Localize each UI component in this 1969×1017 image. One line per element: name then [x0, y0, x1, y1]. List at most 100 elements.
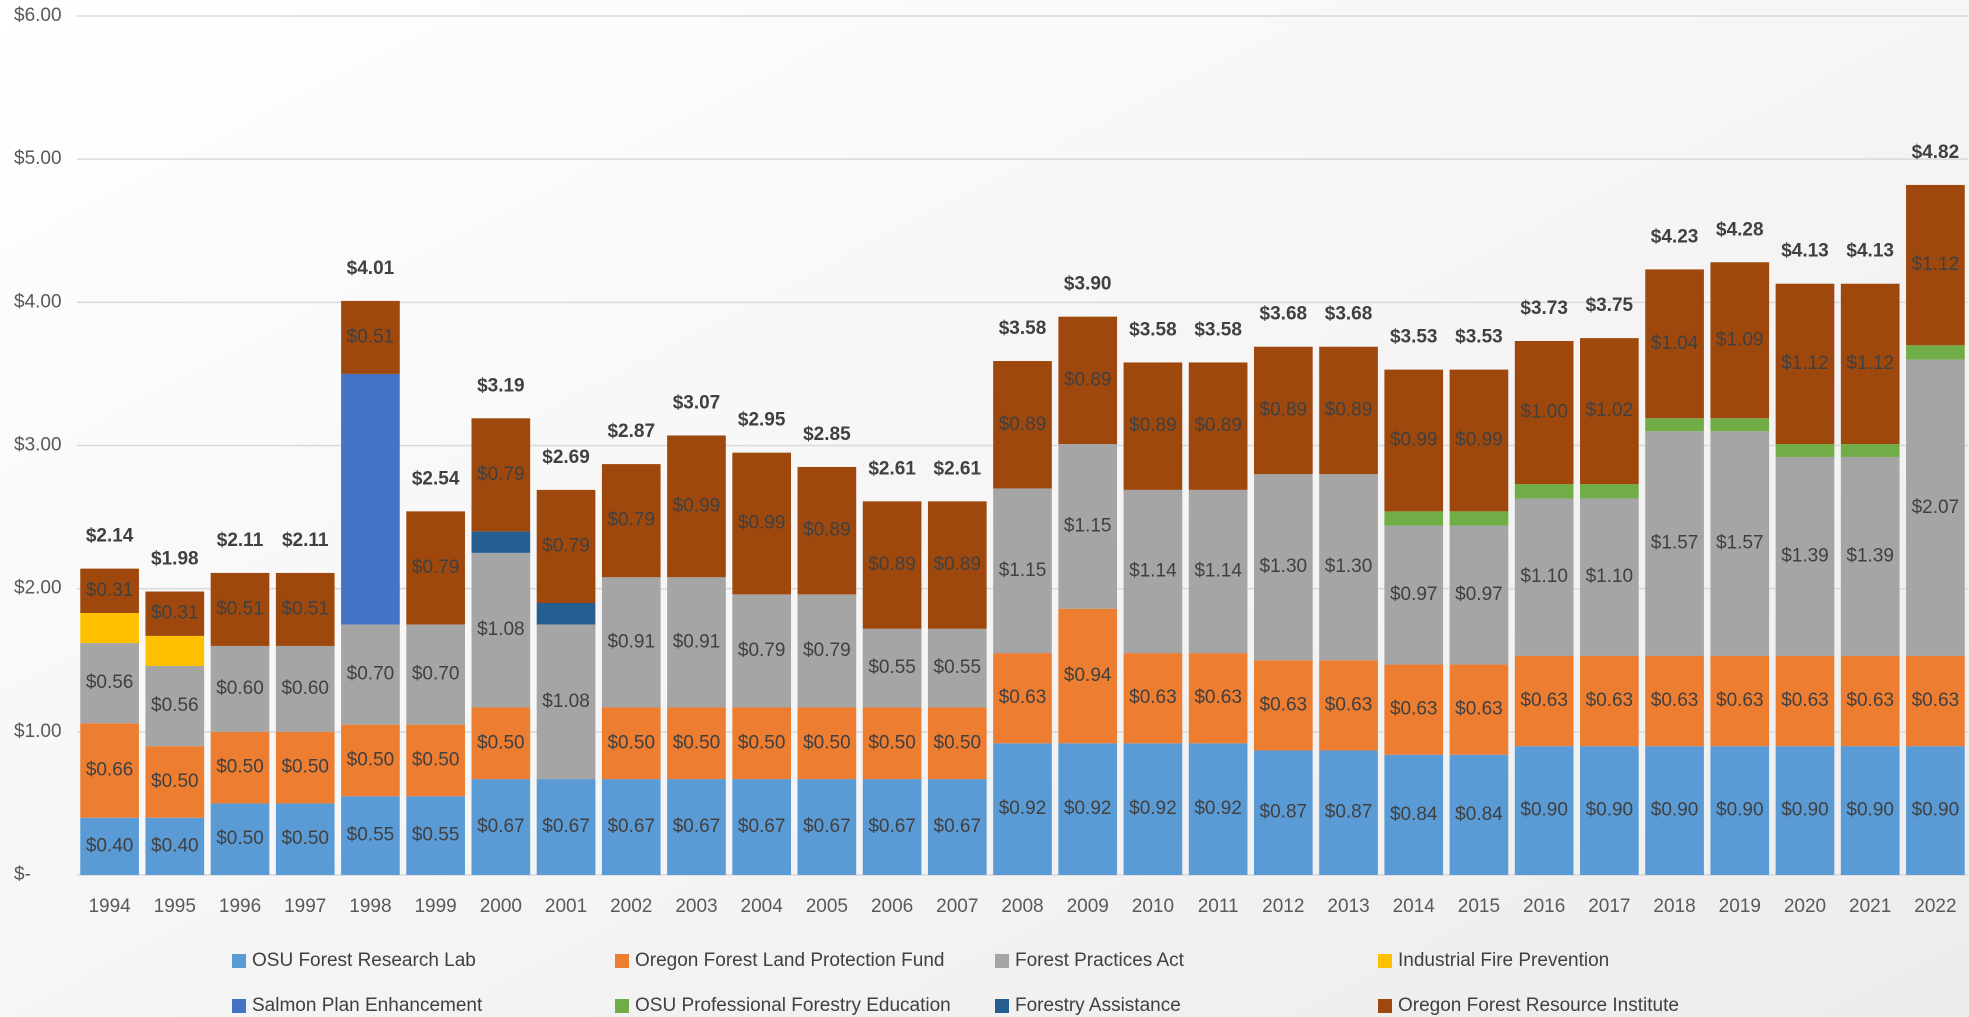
bar-segment	[993, 488, 1052, 654]
bar-segment	[601, 779, 661, 875]
bar-segment	[1188, 362, 1248, 490]
y-tick-label: $4.00	[14, 291, 62, 312]
x-tick-label: 2015	[1458, 896, 1500, 917]
bar-segment	[1580, 338, 1639, 485]
segment-label: $0.90	[1716, 800, 1764, 821]
bar-segment	[927, 707, 987, 780]
bar-segment	[601, 464, 661, 578]
legend-swatch	[1378, 999, 1392, 1013]
bar-segment	[1319, 750, 1378, 875]
x-tick-label: 2016	[1523, 896, 1565, 917]
segment-label: $0.50	[868, 732, 916, 753]
bar-segment	[1710, 431, 1770, 656]
bar-segment	[1840, 456, 1900, 656]
x-tick-label: 2005	[806, 896, 848, 917]
segment-label: $0.60	[281, 678, 329, 699]
bar-segment	[471, 707, 531, 780]
segment-label: $0.89	[803, 520, 851, 541]
bar-segment	[927, 779, 987, 875]
x-tick-label: 1994	[88, 896, 131, 917]
legend-label: Oregon Forest Land Protection Fund	[635, 950, 944, 971]
segment-label: $0.89	[868, 554, 916, 575]
segment-label: $1.57	[1716, 533, 1764, 554]
bar-segment	[341, 300, 400, 374]
bar-segment	[993, 743, 1052, 875]
bar-segment	[341, 796, 400, 875]
bar-segment	[1514, 340, 1574, 485]
segment-label: $0.63	[1455, 699, 1503, 720]
total-label: $4.01	[347, 258, 395, 279]
segment-label: $0.89	[1325, 399, 1373, 420]
segment-label: $1.30	[1260, 556, 1308, 577]
segment-label: $0.67	[868, 816, 916, 837]
segment-label: $0.67	[934, 816, 982, 837]
bar-segment	[1906, 359, 1965, 656]
total-label: $2.11	[282, 530, 329, 551]
bar-segment	[732, 452, 792, 595]
bar-segment	[1775, 283, 1835, 445]
bar-segment	[406, 511, 465, 625]
total-label: $3.58	[1129, 319, 1177, 340]
segment-label: $1.14	[1194, 561, 1242, 582]
bar-segment	[1253, 750, 1313, 875]
bar-segment	[1449, 511, 1509, 526]
bar-segment	[1645, 418, 1704, 432]
bar-segment	[993, 361, 1052, 489]
bar-segment	[1580, 498, 1639, 656]
segment-label: $0.63	[1781, 690, 1829, 711]
segment-label: $1.10	[1520, 566, 1568, 587]
bar-segment	[1384, 369, 1444, 512]
bar-segment	[1058, 316, 1118, 445]
legend-swatch	[615, 954, 629, 968]
segment-label: $0.67	[607, 816, 655, 837]
total-label: $2.87	[607, 421, 655, 442]
y-tick-label: $6.00	[14, 5, 62, 26]
segment-label: $0.50	[347, 749, 395, 770]
segment-label: $0.99	[738, 513, 786, 534]
bar-segment	[1514, 746, 1574, 875]
segment-label: $0.84	[1455, 804, 1503, 825]
bar-segment	[406, 724, 465, 797]
bar-segment	[1058, 444, 1118, 609]
segment-label: $0.89	[1064, 369, 1112, 390]
segment-label: $0.67	[542, 816, 590, 837]
segment-label: $1.15	[999, 560, 1047, 581]
segment-label: $0.63	[1325, 694, 1373, 715]
bar-segment	[210, 645, 270, 732]
bar-segment	[1253, 346, 1313, 475]
segment-label: $0.66	[86, 760, 134, 781]
segment-label: $0.50	[281, 828, 329, 849]
bar-segment	[1449, 754, 1509, 875]
segment-label: $0.50	[216, 828, 264, 849]
bar-segment	[1514, 498, 1574, 656]
x-tick-label: 2022	[1914, 896, 1956, 917]
bar-segment	[862, 779, 922, 875]
segment-label: $1.10	[1586, 566, 1634, 587]
x-tick-label: 2004	[741, 896, 784, 917]
segment-label: $0.63	[1912, 690, 1960, 711]
legend-swatch	[232, 999, 246, 1013]
bar-segment	[536, 489, 596, 603]
bar-segment	[601, 707, 661, 780]
bar-segment	[1253, 660, 1313, 751]
bar-segment	[1840, 746, 1900, 875]
bar-segment	[275, 645, 335, 732]
x-tick-label: 2001	[545, 896, 587, 917]
segment-label: $0.90	[1586, 800, 1634, 821]
x-tick-label: 2017	[1588, 896, 1630, 917]
segment-label: $1.14	[1129, 561, 1177, 582]
bar-segment	[1840, 655, 1900, 747]
total-label: $3.75	[1586, 295, 1634, 316]
x-tick-label: 1998	[349, 896, 391, 917]
segment-label: $0.90	[1846, 800, 1894, 821]
bar-segment	[667, 779, 726, 875]
segment-label: $0.79	[738, 640, 786, 661]
segment-label: $0.51	[216, 598, 264, 619]
legend-label: OSU Professional Forestry Education	[635, 995, 951, 1016]
x-tick-label: 2013	[1327, 896, 1369, 917]
total-label: $3.53	[1390, 327, 1438, 348]
bar-segment	[275, 731, 335, 804]
bar-segment	[1580, 746, 1639, 875]
segment-label: $0.70	[412, 664, 460, 685]
x-tick-label: 2006	[871, 896, 913, 917]
